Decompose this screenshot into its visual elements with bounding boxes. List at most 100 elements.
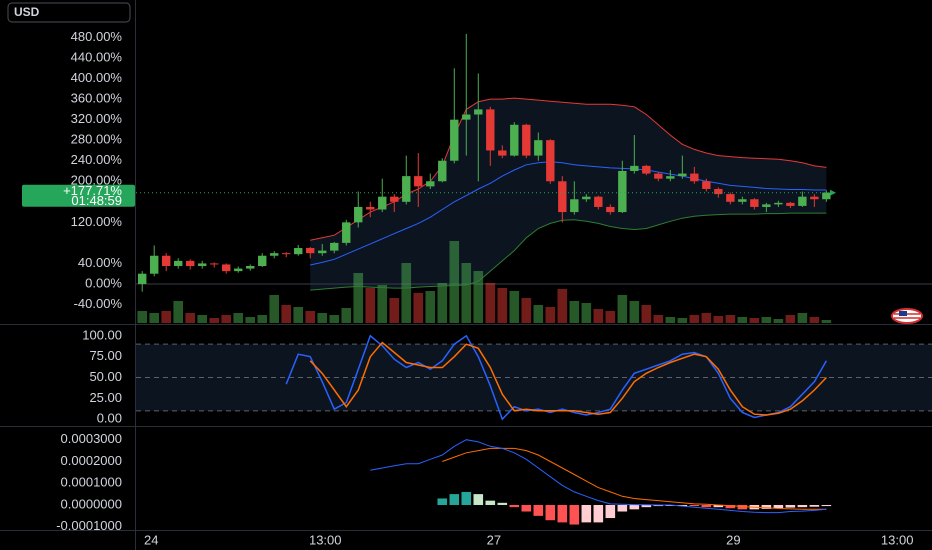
volume-bar [353, 273, 364, 323]
candle-body [162, 255, 171, 266]
histogram-bar [617, 504, 628, 512]
volume-bar [641, 305, 652, 323]
candle-body [318, 250, 327, 254]
band-fill [310, 98, 827, 291]
candle-body [786, 202, 795, 206]
price-label-box [22, 184, 135, 207]
candle-body [234, 268, 243, 272]
currency-button[interactable] [7, 2, 131, 23]
volume-bar [497, 288, 508, 323]
histogram-bar [497, 502, 508, 505]
candle-body [726, 194, 735, 202]
candle-body [246, 266, 255, 269]
histogram-bar [641, 504, 652, 508]
volume-bar [509, 291, 520, 323]
volume-bar [773, 319, 784, 323]
candle-body [450, 119, 459, 161]
histogram-bar [461, 491, 472, 505]
histogram-bar [797, 504, 808, 508]
histogram-bar [653, 504, 664, 507]
volume-bar [449, 241, 460, 323]
volume-bar [425, 291, 436, 323]
line [310, 212, 827, 291]
flag-icon [891, 308, 923, 324]
y-tick-label: 440.00% [71, 49, 123, 64]
histogram-bar [761, 504, 772, 509]
candle-body [570, 199, 579, 213]
volume-bar [233, 313, 244, 323]
y-tick-label: 50.00 [89, 369, 122, 384]
volume-bar [137, 311, 148, 323]
volume-bar [605, 311, 616, 323]
candle-body [606, 206, 615, 213]
line [370, 439, 827, 514]
histogram-bar [545, 504, 556, 521]
x-tick-label: 27 [487, 532, 501, 547]
volume-bar [629, 301, 640, 323]
candle-body [654, 173, 663, 179]
histogram-bar [437, 498, 448, 505]
volume-bar [257, 315, 268, 323]
candle-body [750, 199, 759, 207]
y-tick-label: 280.00% [71, 132, 123, 147]
candle-body [630, 165, 639, 171]
histogram-bar [509, 504, 520, 508]
candle-body [294, 248, 303, 255]
y-tick-label: 120.00% [71, 214, 123, 229]
histogram-bar [473, 494, 484, 505]
y-tick-label: 75.00 [89, 348, 122, 363]
volume-bar [413, 293, 424, 323]
candle-body [390, 196, 399, 202]
volume-bar [737, 317, 748, 323]
y-tick-label: 0.0000000 [61, 496, 122, 511]
volume-bar [209, 318, 220, 323]
volume-bar [293, 307, 304, 323]
histogram-bar [677, 504, 688, 506]
y-tick-label: 40.00% [78, 255, 123, 270]
histogram-bar [593, 504, 604, 523]
volume-bar [521, 298, 532, 323]
y-tick-label: 0.0001000 [61, 475, 122, 490]
y-tick-label: 320.00% [71, 111, 123, 126]
volume-bar [185, 313, 196, 323]
candle-body [210, 263, 219, 265]
histogram-bar [689, 504, 700, 507]
line [442, 447, 827, 510]
volume-bar [377, 285, 388, 323]
volume-bar [677, 318, 688, 323]
candle-body [282, 253, 291, 255]
x-tick-label: 13:00 [309, 532, 342, 547]
volume-bar [593, 309, 604, 323]
countdown-label: 01:48:59 [71, 193, 122, 208]
volume-bar [749, 318, 760, 323]
y-tick-label: 400.00% [71, 70, 123, 85]
candle-body [678, 173, 687, 177]
candle-body [594, 196, 603, 207]
candle-body [822, 192, 831, 200]
currency-label: USD [14, 5, 40, 19]
volume-bar [725, 315, 736, 323]
volume-bar [401, 263, 412, 323]
histogram-bar [773, 504, 784, 509]
candle-body [138, 273, 147, 284]
volume-bar [281, 305, 292, 323]
volume-bar [173, 301, 184, 323]
histogram-bar [785, 504, 796, 508]
y-tick-label: -40.00% [74, 296, 123, 311]
volume-bar [797, 313, 808, 323]
volume-bar [557, 289, 568, 323]
histogram-bar [713, 504, 724, 508]
candle-body [498, 150, 507, 156]
y-tick-label: 240.00% [71, 152, 123, 167]
volume-bar [713, 316, 724, 323]
y-tick-label: 0.0002000 [61, 453, 122, 468]
price-arrow [830, 189, 836, 196]
histogram-bar [605, 504, 616, 519]
histogram-bar [557, 504, 568, 523]
candle-body [690, 173, 699, 182]
candle-body [642, 165, 651, 174]
line [310, 161, 827, 266]
line [309, 341, 827, 416]
candle-body [186, 260, 195, 266]
